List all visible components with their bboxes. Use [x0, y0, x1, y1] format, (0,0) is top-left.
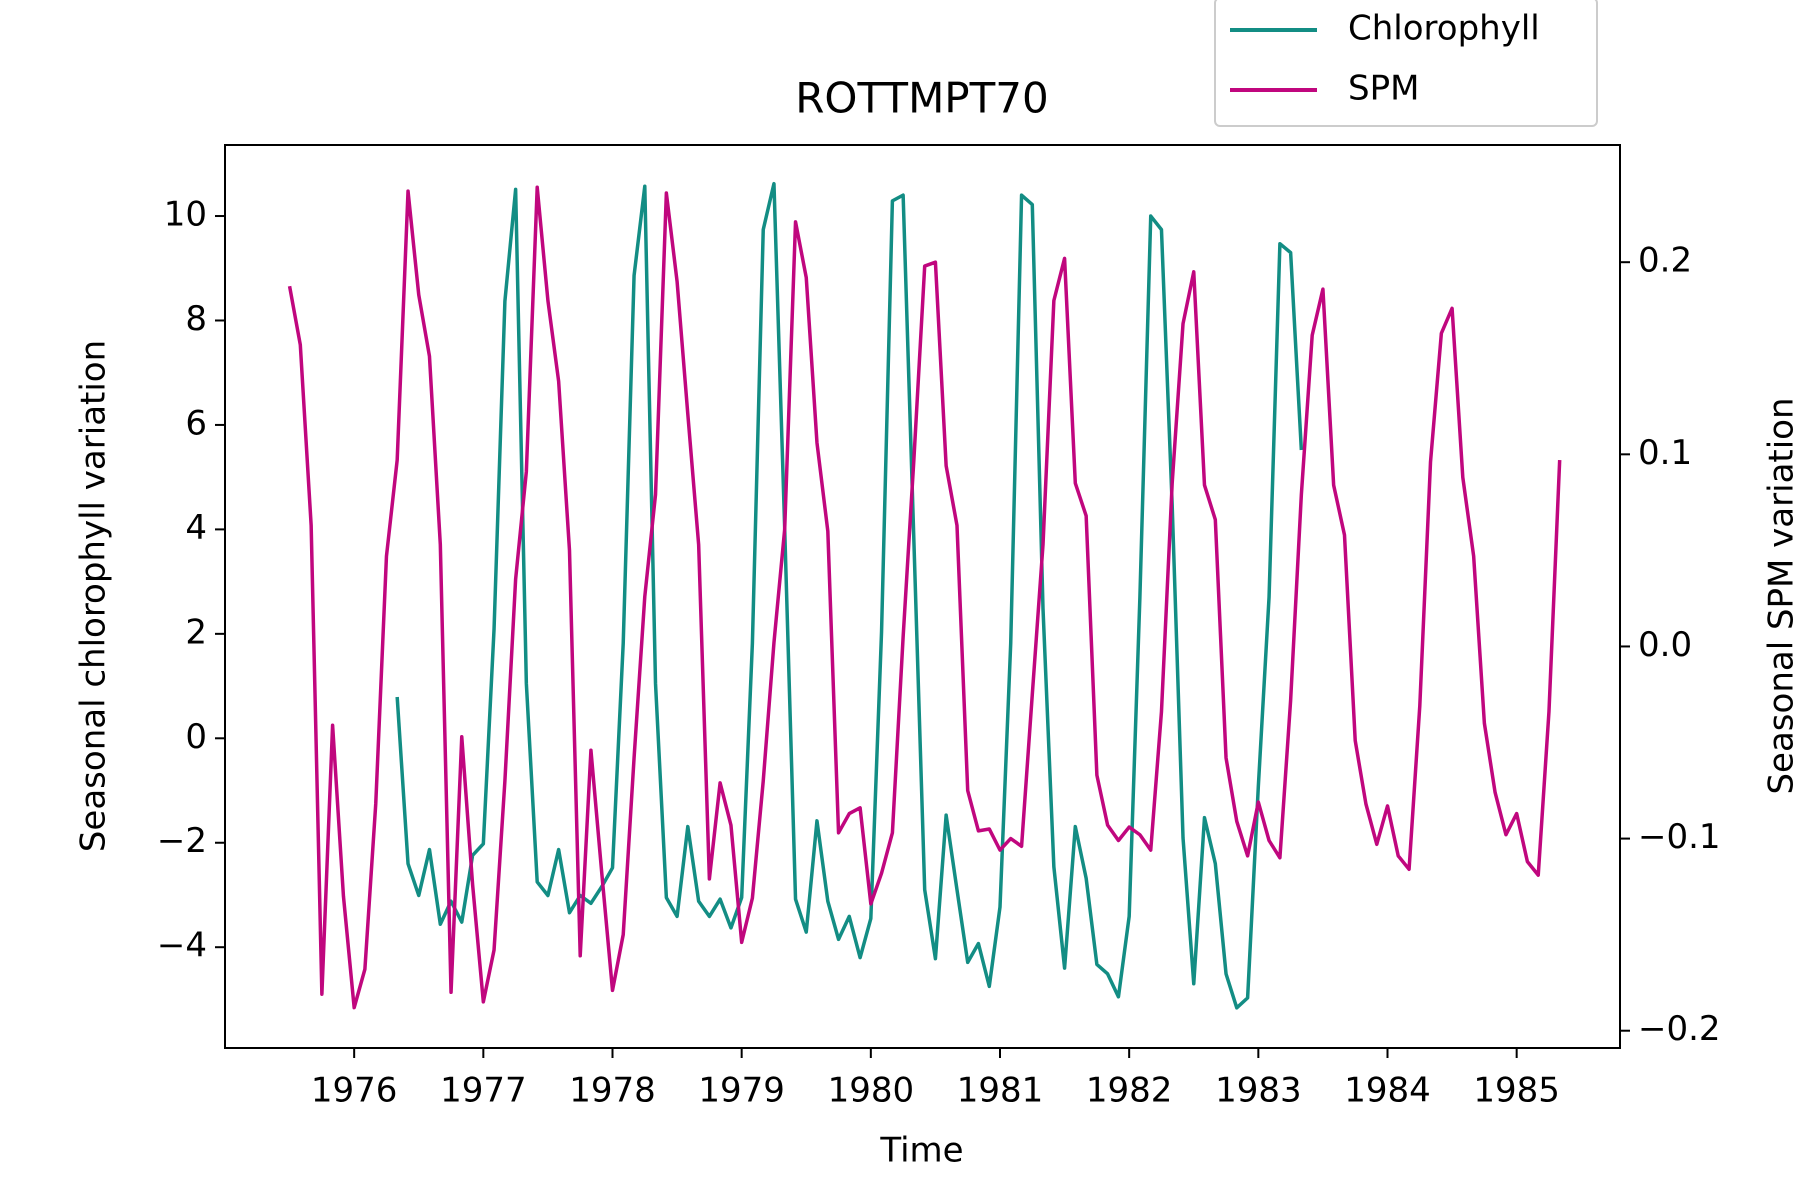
data-line — [287, 185, 1562, 1010]
y2-tick-label: 0.0 — [1638, 625, 1692, 665]
chart-title: ROTTMPT70 — [795, 74, 1048, 123]
y2-tick-label: 0.2 — [1638, 241, 1692, 281]
y-tick-label: 0 — [185, 717, 207, 757]
x-tick-label: 1978 — [569, 1071, 656, 1111]
x-tick-label: 1976 — [311, 1071, 398, 1111]
y-tick-label: −2 — [157, 821, 207, 861]
legend-label: SPM — [1348, 69, 1419, 109]
y-tick-label: 4 — [185, 508, 207, 548]
y-tick-label: 2 — [185, 612, 207, 652]
y2-tick-label: −0.1 — [1638, 817, 1721, 857]
y-tick-label: 8 — [185, 299, 207, 339]
x-tick-label: 1980 — [828, 1071, 915, 1111]
x-axis-label: Time — [879, 1131, 963, 1171]
y-tick-label: 10 — [164, 195, 207, 235]
x-tick-label: 1984 — [1344, 1071, 1431, 1111]
data-line — [395, 181, 1304, 1010]
y2-tick-label: −0.2 — [1638, 1009, 1721, 1049]
y-axis-label: Seasonal chlorophyll variation — [74, 340, 114, 852]
plot-frame — [224, 144, 1621, 1049]
x-tick-label: 1983 — [1215, 1071, 1302, 1111]
legend-label: Chlorophyll — [1348, 9, 1540, 49]
y2-tick-label: 0.1 — [1638, 433, 1692, 473]
y-tick-label: −4 — [157, 926, 207, 966]
y-tick-label: 6 — [185, 403, 207, 443]
x-tick-label: 1982 — [1086, 1071, 1173, 1111]
x-tick-label: 1977 — [440, 1071, 527, 1111]
y2-axis-label: Seasonal SPM variation — [1762, 397, 1800, 794]
x-tick-label: 1979 — [698, 1071, 785, 1111]
x-tick-label: 1981 — [957, 1071, 1044, 1111]
x-tick-label: 1985 — [1473, 1071, 1560, 1111]
